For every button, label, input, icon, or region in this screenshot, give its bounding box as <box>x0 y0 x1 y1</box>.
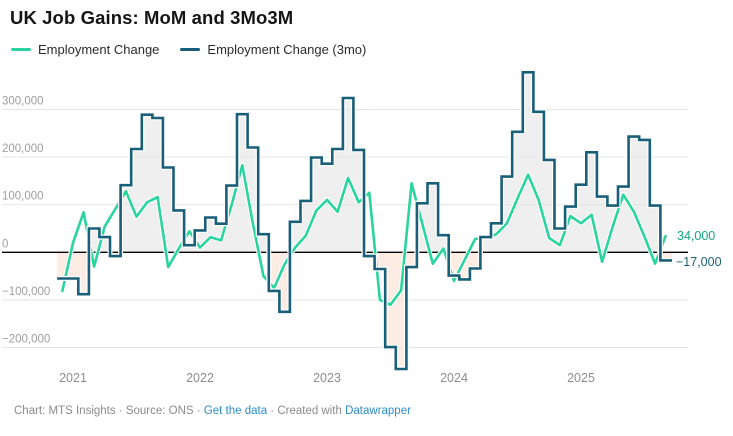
3mo-end-value-label: −17,000 <box>676 255 722 269</box>
y-axis-tick-label: 300,000 <box>2 95 44 107</box>
legend-label: Employment Change <box>38 42 160 57</box>
chart-footer: Chart: MTS Insights · Source: ONS · Get … <box>14 405 411 417</box>
x-axis-tick-label: 2023 <box>313 371 341 385</box>
x-axis-tick-label: 2021 <box>59 371 87 385</box>
mom-end-value-label: 34,000 <box>677 229 716 243</box>
legend-label: Employment Change (3mo) <box>207 42 367 57</box>
chart-legend: Employment Change Employment Change (3mo… <box>11 42 366 57</box>
page-title: UK Job Gains: MoM and 3Mo3M <box>10 7 294 28</box>
datawrapper-link[interactable]: Datawrapper <box>345 405 411 417</box>
3mo-positive-area-fill <box>57 72 672 253</box>
x-axis-tick-label: 2022 <box>186 371 214 385</box>
legend-swatch-mom-icon <box>11 47 31 52</box>
3mo-employment-change-step-line[interactable] <box>57 71 672 371</box>
y-axis-tick-label: −200,000 <box>2 334 50 346</box>
legend-item-employment-change: Employment Change <box>11 42 159 57</box>
footer-credit-text: Chart: MTS Insights · Source: ONS · <box>14 405 204 417</box>
legend-swatch-3mo-icon <box>180 47 201 52</box>
legend-item-employment-change-3mo: Employment Change (3mo) <box>180 42 366 57</box>
chart-plot-area: 300,000 200,000 100,000 0 −100,000 −200,000 20… <box>2 69 688 385</box>
x-axis-tick-label: 2024 <box>440 371 468 385</box>
get-the-data-link[interactable]: Get the data <box>203 405 268 417</box>
y-axis-tick-label: 200,000 <box>2 143 44 155</box>
footer-created-text: · Created with <box>267 405 346 417</box>
y-axis-tick-label: 0 <box>2 238 8 250</box>
y-axis-tick-label: 100,000 <box>2 191 44 203</box>
y-axis-tick-label: −100,000 <box>2 286 50 298</box>
x-axis-tick-label: 2025 <box>567 371 595 385</box>
